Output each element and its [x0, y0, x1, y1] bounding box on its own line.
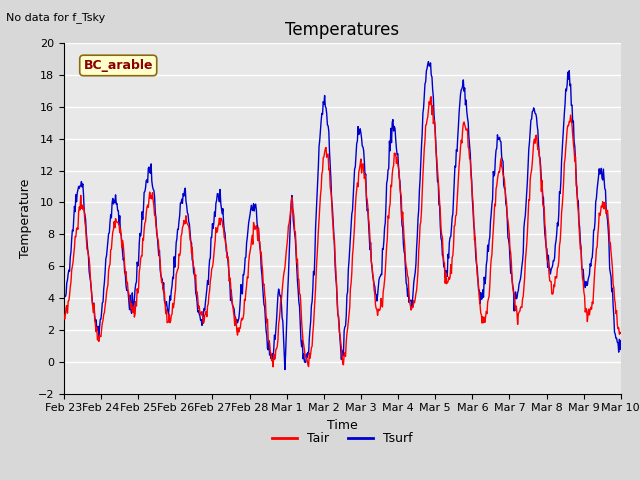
Y-axis label: Temperature: Temperature: [19, 179, 32, 258]
Tair: [415, 238, 423, 243]
Tsurf: [484, 242, 492, 248]
Tair: [384, 213, 392, 219]
Tsurf: [424, 59, 432, 64]
Tair: [541, 221, 548, 227]
Tsurf: [60, 293, 68, 299]
Tsurf: [415, 187, 423, 193]
Line: Tair: Tair: [64, 96, 621, 367]
Tsurf: [94, 324, 102, 329]
Tair: [399, 209, 406, 215]
X-axis label: Time: Time: [327, 419, 358, 432]
Tair: [94, 334, 102, 340]
Line: Tsurf: Tsurf: [64, 61, 621, 370]
Text: No data for f_Tsky: No data for f_Tsky: [6, 12, 106, 23]
Tsurf: [399, 225, 406, 231]
Tsurf: [384, 167, 392, 173]
Tsurf: [541, 231, 548, 237]
Tsurf: [281, 367, 289, 372]
Tair: [428, 94, 435, 99]
Tair: [484, 299, 492, 305]
Legend: Tair, Tsurf: Tair, Tsurf: [268, 427, 417, 450]
Tair: [617, 330, 625, 336]
Tair: [60, 312, 68, 318]
Tair: [269, 364, 277, 370]
Tsurf: [617, 338, 625, 344]
Title: Temperatures: Temperatures: [285, 21, 399, 39]
Text: BC_arable: BC_arable: [83, 59, 153, 72]
